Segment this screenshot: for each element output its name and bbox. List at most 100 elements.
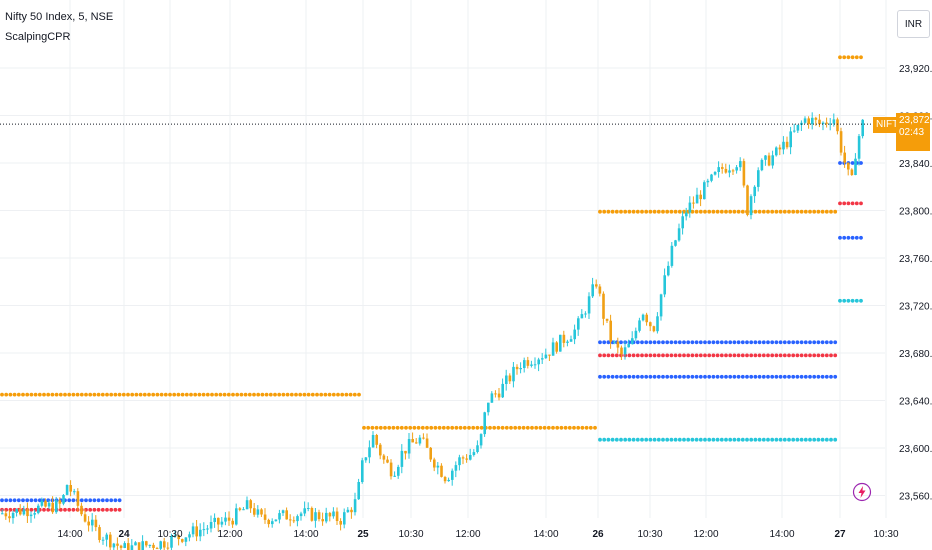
cpr-dot	[740, 353, 745, 358]
cpr-dot	[264, 392, 269, 397]
candle	[328, 511, 332, 522]
cpr-level-cyan	[838, 298, 863, 303]
cpr-dot	[711, 209, 716, 214]
candle	[548, 354, 551, 361]
candle	[458, 454, 461, 471]
currency-button[interactable]: INR	[897, 10, 930, 38]
candle	[728, 164, 731, 178]
cpr-dot	[100, 498, 105, 503]
cpr-dot	[766, 340, 770, 345]
candle	[350, 507, 353, 519]
cpr-dot	[757, 437, 762, 442]
cpr-dot	[189, 392, 193, 397]
candle	[605, 318, 609, 323]
cpr-dot	[838, 298, 842, 303]
cpr-dot	[648, 353, 653, 358]
candle	[659, 293, 663, 321]
cpr-dot	[812, 340, 817, 345]
candle	[152, 542, 155, 550]
cpr-dot	[54, 392, 59, 397]
candle	[382, 453, 386, 464]
candle	[62, 494, 65, 506]
cpr-dot	[694, 209, 699, 214]
cpr-dot	[778, 340, 783, 345]
cpr-dot	[665, 340, 670, 345]
candle	[40, 497, 44, 508]
y-tick-label: 23,680.00	[899, 349, 932, 360]
candle	[638, 317, 641, 333]
candle	[533, 357, 537, 369]
candle	[44, 498, 47, 508]
cpr-dot	[294, 392, 298, 397]
cpr-dot	[770, 353, 775, 358]
cpr-dot	[753, 374, 758, 379]
candle	[94, 515, 98, 532]
cpr-dot	[538, 425, 543, 430]
cpr-dot	[808, 437, 812, 442]
cpr-dot	[838, 55, 842, 60]
cpr-dot	[12, 392, 17, 397]
cpr-dot	[698, 209, 703, 214]
candle	[724, 163, 728, 174]
cpr-dot	[724, 437, 728, 442]
candle	[116, 537, 119, 550]
candle	[411, 432, 414, 443]
cpr-dot	[201, 392, 206, 397]
cpr-dot	[323, 392, 328, 397]
candle	[314, 508, 317, 528]
cpr-dot	[71, 498, 76, 503]
candle	[55, 496, 58, 514]
cpr-dot	[665, 374, 670, 379]
candle	[785, 136, 789, 150]
cpr-dot	[732, 340, 737, 345]
cpr-dot	[686, 340, 691, 345]
candle	[555, 341, 558, 354]
candle	[634, 327, 638, 341]
cpr-dot	[383, 425, 387, 430]
cpr-dot	[96, 498, 101, 503]
cpr-dot	[694, 374, 699, 379]
cpr-dot	[33, 498, 38, 503]
indicator-label[interactable]: ScalpingCPR	[5, 31, 71, 43]
cpr-dot	[79, 498, 84, 503]
cpr-dot	[669, 374, 674, 379]
candle	[523, 357, 526, 373]
cpr-dot	[652, 340, 657, 345]
symbol-title[interactable]: Nifty 50 Index, 5, NSE	[5, 11, 114, 23]
cpr-dot	[838, 235, 842, 240]
candle	[80, 502, 83, 517]
cpr-dot	[46, 507, 51, 512]
cpr-dot	[711, 437, 716, 442]
cpr-dot	[231, 392, 235, 397]
cpr-dot	[682, 437, 686, 442]
cpr-dot	[46, 498, 51, 503]
candle	[242, 507, 245, 511]
candle	[404, 450, 407, 460]
cpr-dot	[602, 340, 607, 345]
cpr-dot	[820, 209, 825, 214]
cpr-dot	[21, 498, 25, 503]
x-tick-label: 10:30	[637, 529, 662, 540]
candle	[803, 116, 807, 124]
candle	[681, 211, 684, 235]
candle	[674, 239, 677, 247]
time-axis[interactable]: 14:00 24 10:30 12:00 14:00 25 10:30 12:00 14:00 2…	[57, 529, 898, 540]
cpr-dot	[787, 340, 791, 345]
x-tick-label: 12:00	[693, 529, 718, 540]
cpr-dot	[711, 374, 716, 379]
cpr-dot	[782, 209, 787, 214]
cpr-dot	[352, 392, 357, 397]
cpr-dot	[378, 425, 383, 430]
cpr-dot	[745, 374, 749, 379]
candle	[285, 507, 288, 520]
cpr-dot	[416, 425, 421, 430]
cpr-dot	[761, 374, 766, 379]
cpr-dot	[627, 374, 632, 379]
cpr-dot	[610, 353, 615, 358]
cpr-dot	[673, 340, 678, 345]
lightning-bolt-icon[interactable]	[852, 482, 872, 502]
candle	[573, 324, 576, 345]
cpr-dot	[644, 353, 649, 358]
